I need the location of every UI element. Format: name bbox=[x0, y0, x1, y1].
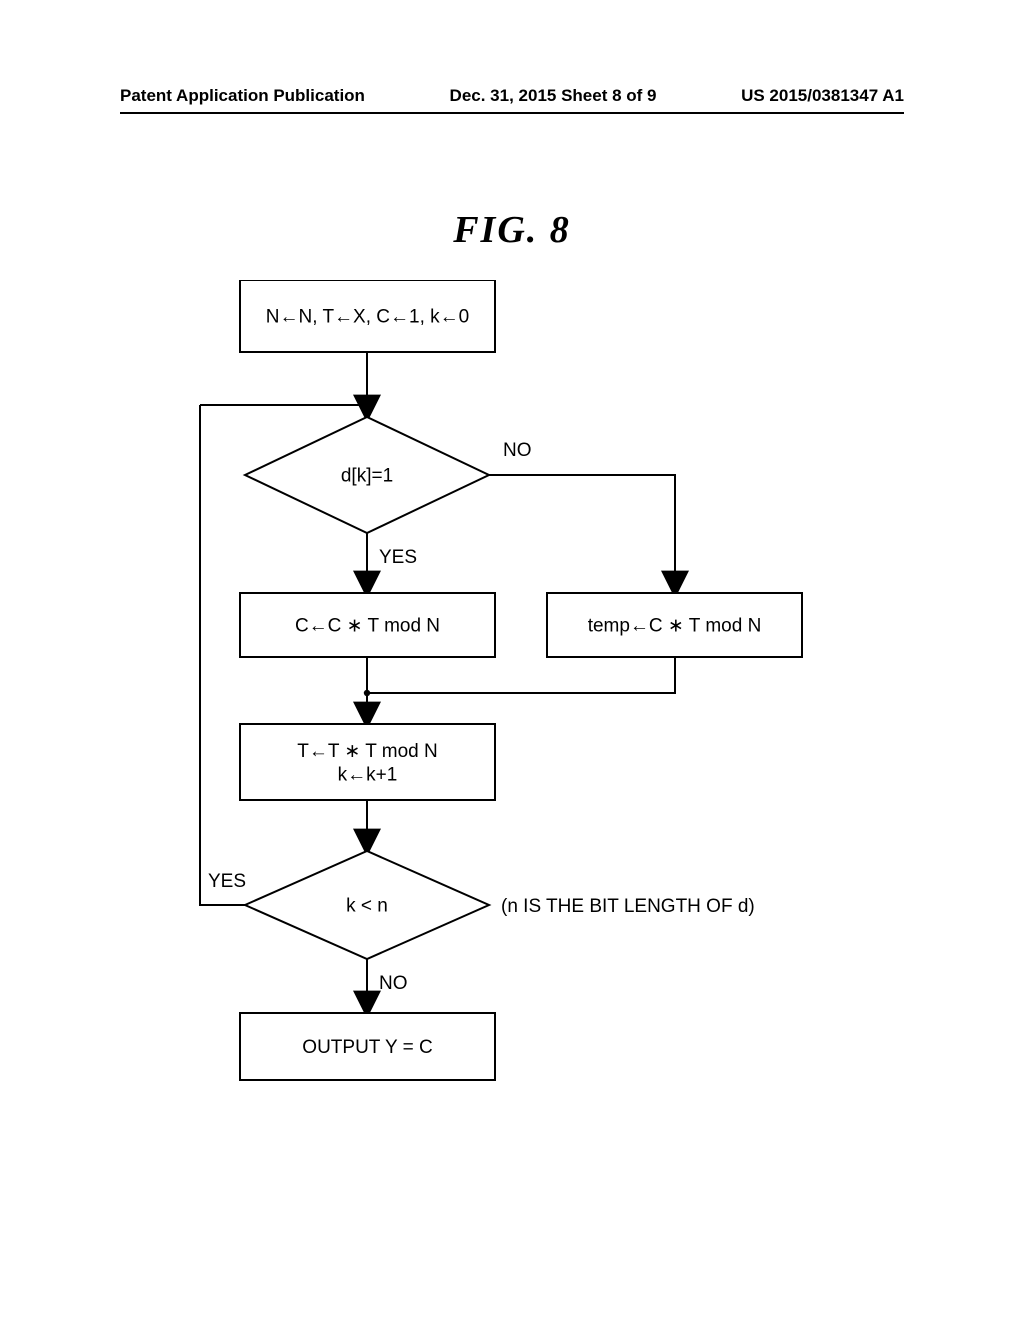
flow-edge bbox=[367, 657, 675, 693]
join-dot bbox=[364, 690, 370, 696]
header-right: US 2015/0381347 A1 bbox=[741, 86, 904, 106]
decision-text: k < n bbox=[346, 896, 388, 917]
edge-label: YES bbox=[379, 547, 417, 568]
flow-edge bbox=[489, 475, 675, 593]
process-text: T←T ∗ T mod N bbox=[297, 741, 438, 762]
decision-text: d[k]=1 bbox=[341, 466, 393, 487]
edge-label: NO bbox=[503, 440, 532, 461]
process-text: temp←C ∗ T mod N bbox=[588, 616, 762, 637]
process-box bbox=[240, 724, 495, 800]
flow-edge bbox=[200, 405, 245, 905]
page-header: Patent Application Publication Dec. 31, … bbox=[0, 86, 1024, 106]
edge-label: YES bbox=[208, 871, 246, 892]
header-rule bbox=[120, 112, 904, 114]
header-left: Patent Application Publication bbox=[120, 86, 365, 106]
page: Patent Application Publication Dec. 31, … bbox=[0, 0, 1024, 1320]
figure-title: FIG. 8 bbox=[0, 208, 1024, 252]
join-dot bbox=[364, 402, 370, 408]
process-text: C←C ∗ T mod N bbox=[295, 616, 440, 637]
process-text: N←N, T←X, C←1, k←0 bbox=[266, 307, 469, 328]
decision-note: (n IS THE BIT LENGTH OF d) bbox=[501, 896, 755, 917]
process-text: k←k+1 bbox=[338, 765, 398, 786]
flowchart: NO YES YES NO N←N, T←X, C←1, k←0 d[k]=1 C←C ∗ … bbox=[185, 280, 890, 1100]
edge-label: NO bbox=[379, 973, 408, 994]
header-center: Dec. 31, 2015 Sheet 8 of 9 bbox=[450, 86, 657, 106]
process-text: OUTPUT Y = C bbox=[302, 1037, 432, 1058]
